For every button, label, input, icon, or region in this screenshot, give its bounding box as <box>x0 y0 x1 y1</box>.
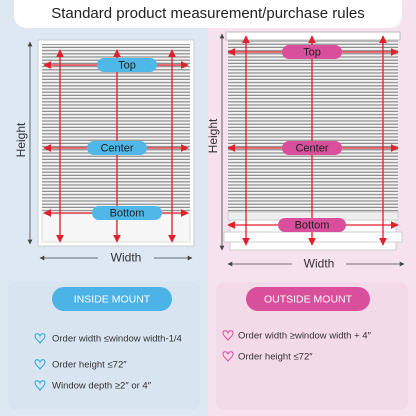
rule: Order height ≤72″ <box>52 360 127 371</box>
center-label: Center <box>295 142 328 154</box>
bottom-label: Bottom <box>110 207 145 219</box>
rule: Window depth ≥2″ or 4″ <box>52 381 152 392</box>
bottom-label: Bottom <box>295 219 330 231</box>
mount-pill <box>246 287 370 311</box>
label-bg <box>292 256 346 272</box>
label-pill <box>92 206 162 220</box>
rule: Order height ≤72″ <box>238 352 313 363</box>
mount-pill <box>52 287 172 311</box>
inside-box <box>8 282 200 410</box>
height-label: Height <box>14 122 28 157</box>
label-pill <box>282 45 342 59</box>
mount-title: OUTSIDE MOUNT <box>264 293 353 305</box>
label-pill <box>282 141 342 155</box>
center-label: Center <box>100 142 133 154</box>
label-pill <box>97 58 157 72</box>
title: Standard product measurement/purchase ru… <box>51 5 365 22</box>
rule: Order width ≥window width + 4″ <box>238 331 372 342</box>
label-bg <box>98 250 154 266</box>
label-pill <box>87 141 147 155</box>
rule: Order width ≤window width-1/4 <box>52 334 182 345</box>
mount-title: INSIDE MOUNT <box>74 293 151 305</box>
top-label: Top <box>118 59 136 71</box>
label-pill <box>278 218 346 232</box>
height-label: Height <box>206 118 220 153</box>
width-label: Width <box>304 257 335 271</box>
inside-window <box>37 39 195 247</box>
top-label: Top <box>303 46 321 58</box>
outside-box <box>216 282 408 410</box>
title-band <box>14 0 402 28</box>
width-label: Width <box>111 251 142 265</box>
